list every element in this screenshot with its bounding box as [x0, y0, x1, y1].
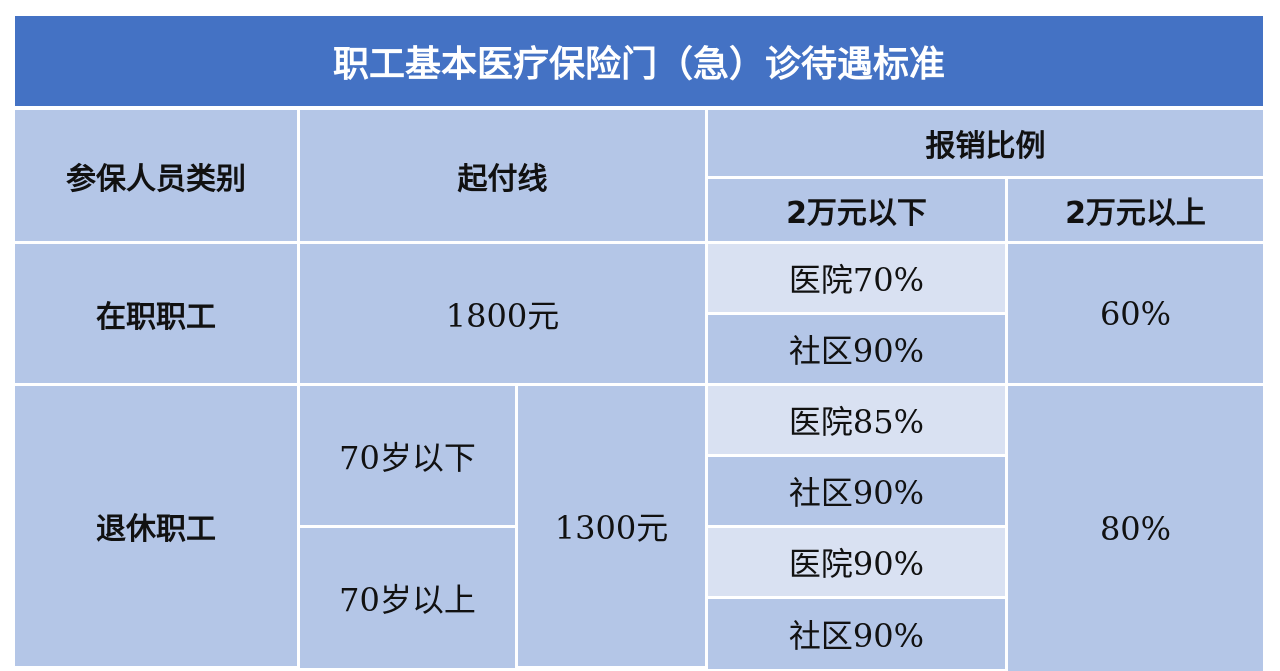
employed-hospital-rate: 医院70%: [708, 244, 1005, 312]
header-deductible: 起付线: [300, 110, 705, 241]
employed-category: 在职职工: [15, 244, 297, 383]
employed-deductible: 1800元: [300, 244, 705, 383]
header-below-20k: 2万元以下: [708, 179, 1005, 241]
retired-over70-label: 70岁以上: [300, 528, 515, 668]
retired-under70-community-rate: 社区90%: [708, 457, 1005, 525]
retired-over70-hospital-rate: 医院90%: [708, 528, 1005, 596]
employed-community-rate: 社区90%: [708, 315, 1005, 383]
header-category: 参保人员类别: [15, 110, 297, 241]
retired-category: 退休职工: [15, 386, 297, 666]
retired-under70-hospital-rate: 医院85%: [708, 386, 1005, 454]
retired-under70-label: 70岁以下: [300, 386, 515, 525]
employed-above-rate: 60%: [1008, 244, 1263, 383]
header-above-20k: 2万元以上: [1008, 179, 1263, 241]
retired-deductible: 1300元: [518, 386, 705, 666]
retired-over70-community-rate: 社区90%: [708, 599, 1005, 669]
header-reimbursement: 报销比例: [708, 110, 1263, 176]
table-title: 职工基本医疗保险门（急）诊待遇标准: [15, 16, 1263, 106]
retired-above-rate: 80%: [1008, 386, 1263, 671]
